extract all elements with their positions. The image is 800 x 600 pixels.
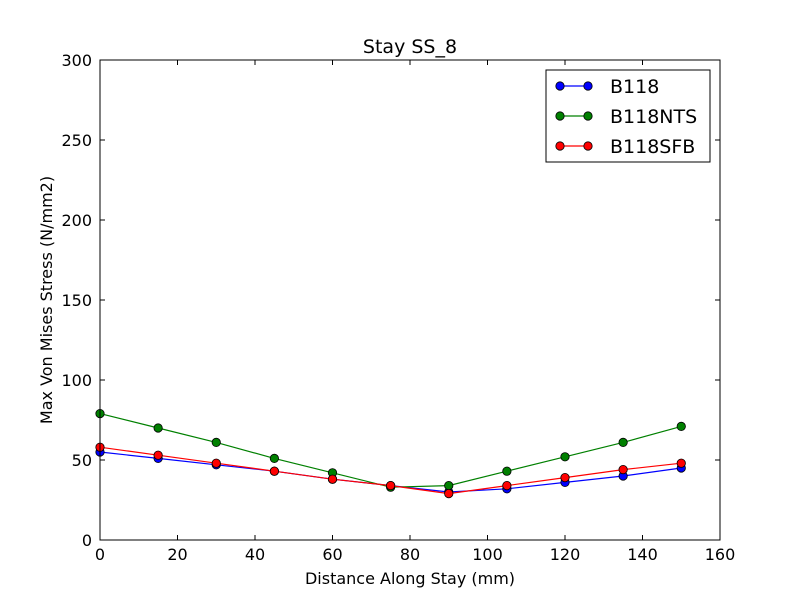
legend: B118 B118NTS B118SFB xyxy=(545,69,711,163)
y-tick-label: 150 xyxy=(61,291,92,310)
x-tick-label: 20 xyxy=(167,545,187,564)
x-tick-label: 80 xyxy=(400,545,420,564)
data-point-b118sfb xyxy=(211,458,221,468)
y-tick-label: 0 xyxy=(82,531,92,550)
data-point-b118sfb xyxy=(269,466,279,476)
data-point-b118sfb xyxy=(502,480,512,491)
data-point-b118sfb xyxy=(386,480,396,491)
data-point-b118sfb xyxy=(618,464,628,475)
y-axis-label: Max Von Mises Stress (N/mm2) xyxy=(37,176,56,424)
data-point-b118nts xyxy=(676,421,686,431)
chart-title: Stay SS_8 xyxy=(363,36,457,58)
data-point-b118nts xyxy=(502,466,512,476)
y-tick-label: 100 xyxy=(61,371,92,390)
legend-label-b118nts: B118NTS xyxy=(610,106,697,128)
legend-marker-b118nts xyxy=(555,111,565,121)
data-point-b118nts xyxy=(211,437,221,447)
legend-marker-b118sfb xyxy=(555,141,565,151)
plot-series-group xyxy=(95,408,686,499)
x-tick-label: 160 xyxy=(705,545,736,564)
legend-marker-b118 xyxy=(583,81,593,91)
y-tick-label: 200 xyxy=(61,211,92,230)
data-point-b118nts xyxy=(560,452,570,462)
x-tick-label: 120 xyxy=(550,545,581,564)
legend-marker-b118sfb xyxy=(583,141,593,151)
x-tick-label: 40 xyxy=(245,545,265,564)
x-tick-label: 140 xyxy=(627,545,658,564)
data-point-b118sfb xyxy=(560,472,570,483)
data-point-b118nts xyxy=(444,480,454,491)
data-point-b118sfb xyxy=(153,450,163,460)
data-point-b118nts xyxy=(618,437,628,447)
plot-frame xyxy=(99,59,721,541)
x-tick-label: 60 xyxy=(322,545,342,564)
x-axis-label: Distance Along Stay (mm) xyxy=(305,569,515,588)
legend-label-b118: B118 xyxy=(610,76,659,98)
data-point-b118nts xyxy=(153,423,163,433)
legend-marker-b118 xyxy=(555,81,565,91)
legend-marker-b118nts xyxy=(583,111,593,121)
x-tick-label: 100 xyxy=(472,545,503,564)
y-tick-label: 300 xyxy=(61,51,92,70)
data-point-b118nts xyxy=(269,453,279,463)
y-tick-label: 250 xyxy=(61,131,92,150)
y-tick-label: 50 xyxy=(72,451,92,470)
data-point-b118sfb xyxy=(676,458,686,468)
legend-label-b118sfb: B118SFB xyxy=(610,136,695,158)
x-tick-label: 0 xyxy=(95,545,105,564)
data-point-b118sfb xyxy=(327,474,338,484)
data-point-b118sfb xyxy=(444,488,454,499)
